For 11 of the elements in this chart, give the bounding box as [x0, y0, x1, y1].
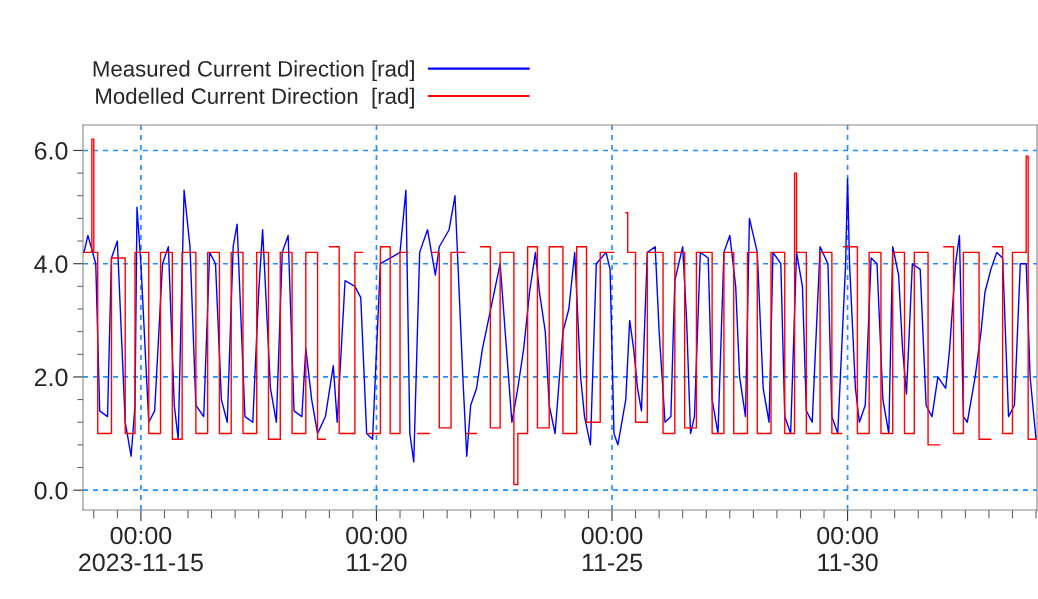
y-tick-label: 2.0 — [34, 368, 68, 387]
y-tick-label: 4.0 — [34, 255, 68, 274]
x-tick-label: 00:00 11-25 — [581, 526, 643, 572]
line-series — [83, 178, 1037, 463]
legend-label: Modelled Current Direction [rad] — [96, 87, 414, 109]
x-tick-label: 00:00 11-20 — [346, 526, 407, 572]
x-tick-label: 00:00 11-30 — [817, 526, 878, 572]
x-tick-label: 00:00 2023-11-15 — [79, 526, 203, 572]
y-tick-label: 0.0 — [34, 481, 68, 500]
legend-label: Measured Current Direction [rad] — [93, 60, 414, 82]
y-tick-label: 6.0 — [34, 142, 68, 160]
